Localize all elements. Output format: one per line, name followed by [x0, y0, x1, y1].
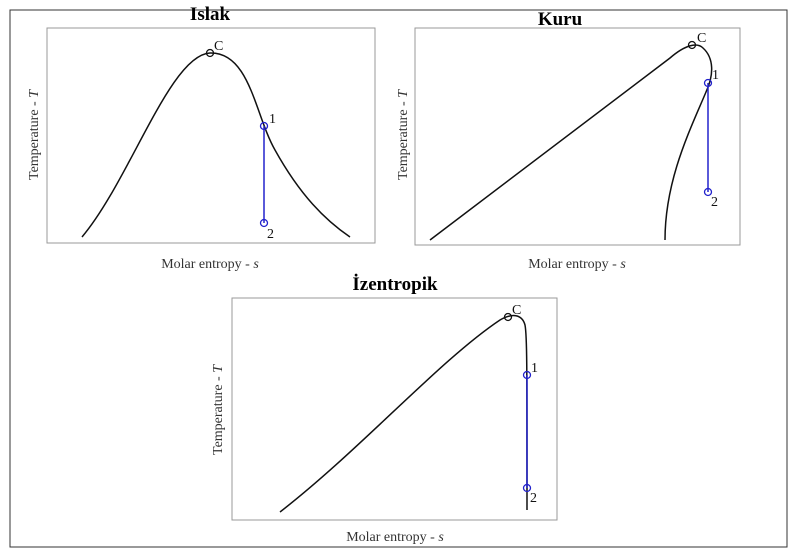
point-label: 2	[711, 195, 718, 210]
x-label: Molar entropy - s	[528, 257, 626, 272]
point-label: C	[512, 303, 521, 318]
panel-title: Islak	[190, 4, 231, 25]
state-point	[522, 483, 532, 493]
saturation-curve	[81, 52, 351, 238]
panel-izentropik: İzentropik C 1 2 Molar entropy - s Tempe…	[211, 274, 558, 545]
state-point	[703, 187, 713, 197]
y-label-text: Temperature -	[211, 373, 226, 455]
y-label-symbol: T	[27, 89, 42, 98]
panel-kuru: Kuru C 1 2 Molar entropy - s Temperature…	[396, 9, 741, 272]
x-label: Molar entropy - s	[346, 530, 444, 545]
panel-islak: Islak C 1 2 Molar entropy - s Temperatur…	[27, 4, 376, 272]
panel-title: İzentropik	[352, 274, 438, 295]
x-label-symbol: s	[620, 257, 626, 272]
point-label: C	[214, 39, 223, 54]
critical-point	[205, 48, 215, 58]
x-label-text: Molar entropy -	[528, 257, 620, 272]
state-point	[259, 218, 269, 228]
point-label: 1	[712, 68, 719, 83]
critical-point	[687, 40, 697, 50]
x-label-symbol: s	[253, 257, 259, 272]
saturation-curve	[429, 44, 713, 241]
critical-point	[503, 312, 513, 322]
y-label-text: Temperature -	[396, 98, 411, 180]
saturation-curve	[279, 314, 528, 513]
point-label: 2	[530, 491, 537, 506]
y-label: Temperature - T	[211, 364, 226, 455]
point-label: 1	[531, 361, 538, 376]
y-label: Temperature - T	[27, 89, 42, 180]
outer-border	[9, 9, 788, 548]
plot-box	[414, 27, 741, 246]
x-label-text: Molar entropy -	[346, 530, 438, 545]
panel-title: Kuru	[538, 9, 583, 30]
plot-box	[46, 27, 376, 244]
y-label-symbol: T	[396, 89, 411, 98]
point-label: 1	[269, 112, 276, 127]
state-point	[259, 121, 269, 131]
x-label-text: Molar entropy -	[161, 257, 253, 272]
plot-box	[231, 297, 558, 521]
point-label: C	[697, 31, 706, 46]
y-label-text: Temperature -	[27, 98, 42, 180]
state-point	[522, 370, 532, 380]
y-label: Temperature - T	[396, 89, 411, 180]
point-label: 2	[267, 227, 274, 242]
x-label: Molar entropy - s	[161, 257, 259, 272]
x-label-symbol: s	[438, 530, 444, 545]
y-label-symbol: T	[211, 364, 226, 373]
state-point	[703, 78, 713, 88]
